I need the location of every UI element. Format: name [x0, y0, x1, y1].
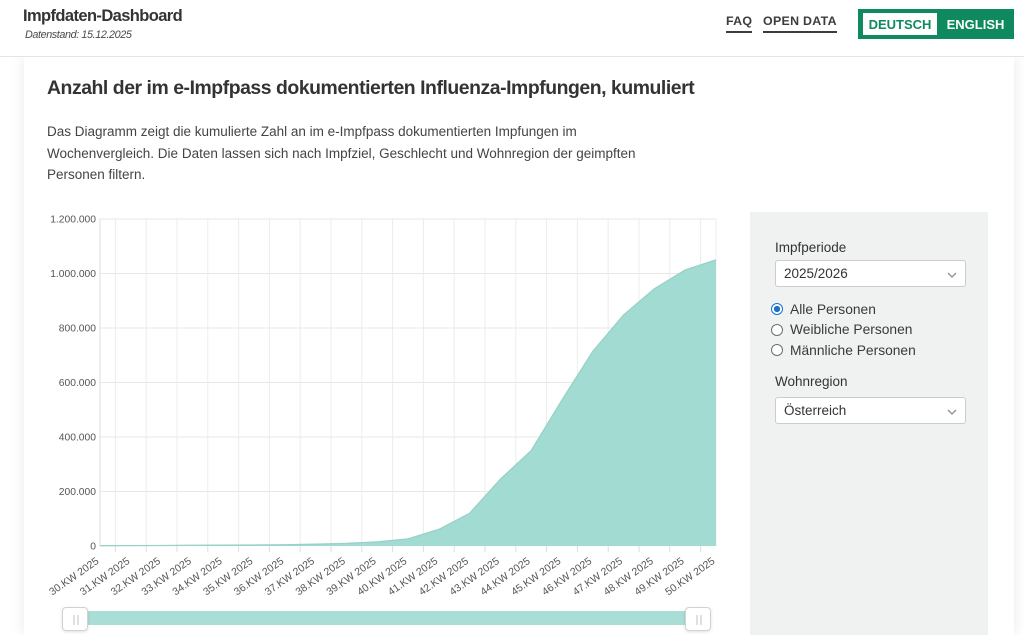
- svg-text:600.000: 600.000: [59, 378, 96, 389]
- svg-text:400.000: 400.000: [59, 433, 96, 444]
- svg-text:0: 0: [90, 542, 96, 553]
- svg-text:800.000: 800.000: [59, 324, 96, 335]
- svg-text:1.000.000: 1.000.000: [50, 269, 96, 280]
- svg-text:200.000: 200.000: [59, 487, 96, 498]
- svg-text:1.200.000: 1.200.000: [50, 215, 96, 226]
